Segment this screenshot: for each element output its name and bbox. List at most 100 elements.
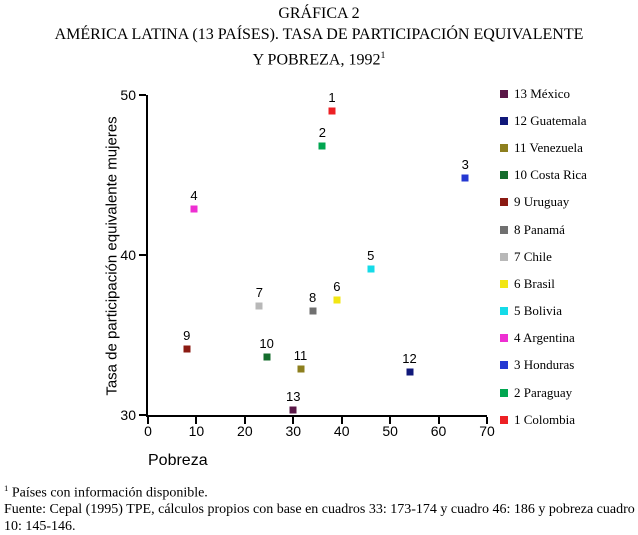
legend-item: 11 Venezuela <box>500 134 587 161</box>
chart-title-line-1: GRÁFICA 2 <box>278 5 360 22</box>
legend-item: 8 Panamá <box>500 216 587 243</box>
x-axis-tick <box>243 417 246 424</box>
legend: 13 México 12 Guatemala 11 Venezuela 10 Cost… <box>500 80 587 433</box>
x-axis-tick <box>389 417 392 424</box>
legend-item-label: 13 México <box>514 85 570 101</box>
legend-color-swatch <box>500 198 508 207</box>
legend-item-label: 2 Paraguay <box>514 384 573 400</box>
chart-title-line-3-text: Y POBREZA, 1992 <box>252 51 381 69</box>
legend-color-swatch <box>500 171 508 180</box>
data-point-marker <box>367 265 375 273</box>
data-point-marker <box>406 368 413 376</box>
y-axis-tick <box>139 254 146 256</box>
legend-item-label: 12 Guatemala <box>514 112 587 128</box>
data-point-label: 5 <box>367 248 375 264</box>
data-point-marker <box>255 302 263 310</box>
chart-title-line-2: AMÉRICA LATINA (13 PAÍSES). TASA DE PART… <box>54 26 584 43</box>
footnotes: 1 Países con información disponible. Fue… <box>4 480 636 535</box>
x-axis-tick <box>195 417 198 424</box>
data-point-marker <box>297 365 305 373</box>
legend-item: 6 Brasil <box>500 270 587 297</box>
legend-item: 9 Uruguay <box>500 189 587 216</box>
y-axis-tick-label: 50 <box>120 87 136 103</box>
legend-item: 5 Bolivia <box>500 298 587 325</box>
legend-color-swatch <box>500 89 508 98</box>
legend-color-swatch <box>500 143 508 152</box>
legend-item: 2 Paraguay <box>500 379 587 406</box>
data-point-label: 7 <box>255 285 263 301</box>
data-point-label: 12 <box>402 350 417 366</box>
data-point-label: 1 <box>328 90 336 105</box>
data-point-label: 13 <box>286 389 301 405</box>
legend-item-label: 9 Uruguay <box>514 194 570 210</box>
legend-item-label: 3 Honduras <box>514 357 575 373</box>
legend-item-label: 11 Venezuela <box>514 139 583 155</box>
data-point-marker <box>318 142 326 150</box>
data-point-marker <box>333 296 341 304</box>
x-axis-tick <box>486 417 488 424</box>
x-axis-tick-label: 50 <box>382 423 398 439</box>
data-point-marker <box>309 307 317 315</box>
legend-item: 13 México <box>500 80 587 107</box>
source-line: Fuente: Cepal (1995) TPE, cálculos propi… <box>4 502 635 534</box>
footnote-line: 1 Países con información disponible. <box>4 480 636 502</box>
plot-area: 30 40 50 0 10 20 30 40 50 60 70 13 12 11 10 9 8 7 6 5 4 3 2 1 <box>120 87 494 439</box>
legend-item: 4 Argentina <box>500 325 587 352</box>
x-axis-tick-label: 40 <box>333 423 350 439</box>
data-point-label: 2 <box>318 125 326 141</box>
legend-item-label: 5 Bolivia <box>514 303 563 319</box>
data-point-marker <box>263 353 271 361</box>
legend-item-label: 6 Brasil <box>514 275 555 291</box>
x-axis-tick-label: 0 <box>144 423 152 439</box>
legend-item-label: 1 Colombia <box>514 411 576 427</box>
legend-item: 12 Guatemala <box>500 107 587 134</box>
footnote-marker: 1 <box>4 483 9 493</box>
y-axis-tick-label: 30 <box>120 407 136 423</box>
legend-item: 7 Chile <box>500 243 587 270</box>
x-axis-tick <box>292 417 295 424</box>
data-point-label: 6 <box>333 278 341 294</box>
legend-color-swatch <box>500 334 508 343</box>
legend-item-label: 10 Costa Rica <box>514 167 587 183</box>
footnote-text: Países con información disponible. <box>8 485 208 501</box>
legend-color-swatch <box>500 252 508 261</box>
x-axis-tick-label: 30 <box>285 423 302 439</box>
x-axis-tick-label: 10 <box>188 423 205 439</box>
legend-color-swatch <box>500 361 508 370</box>
data-point-label: 4 <box>190 187 198 203</box>
data-point-label: 10 <box>259 336 274 352</box>
chart-title: GRÁFICA 2 AMÉRICA LATINA (13 PAÍSES). TA… <box>0 3 638 70</box>
legend-color-swatch <box>500 307 508 316</box>
legend-item-label: 8 Panamá <box>514 221 565 237</box>
data-point-marker <box>328 107 336 115</box>
data-point-marker <box>190 205 198 213</box>
x-axis-tick <box>437 417 440 424</box>
legend-item: 10 Costa Rica <box>500 162 587 189</box>
data-point-marker <box>289 406 297 414</box>
data-point-marker <box>183 345 191 353</box>
data-point-label: 3 <box>461 157 469 173</box>
legend-item-label: 4 Argentina <box>514 330 575 346</box>
data-point-label: 11 <box>293 347 308 363</box>
legend-item: 1 Colombia <box>500 406 587 433</box>
data-point-marker <box>461 174 469 182</box>
x-axis-tick-label: 60 <box>430 423 447 439</box>
legend-item: 3 Honduras <box>500 352 587 379</box>
legend-color-swatch <box>500 116 508 125</box>
data-point-label: 9 <box>183 328 191 344</box>
x-axis-tick <box>147 417 149 424</box>
x-axis-tick-label: 20 <box>237 423 253 439</box>
x-axis-tick <box>340 417 343 424</box>
legend-color-swatch <box>500 388 508 397</box>
legend-item-label: 7 Chile <box>514 248 552 264</box>
legend-color-swatch <box>500 415 508 424</box>
y-axis-tick-label: 40 <box>120 247 136 263</box>
y-axis-tick <box>139 414 146 416</box>
chart-title-footnote-marker: 1 <box>380 50 386 61</box>
data-point-label: 8 <box>309 290 317 305</box>
x-axis-tick-label: 70 <box>479 423 495 439</box>
legend-color-swatch <box>500 225 508 234</box>
legend-color-swatch <box>500 279 508 288</box>
y-axis-tick <box>139 94 146 96</box>
